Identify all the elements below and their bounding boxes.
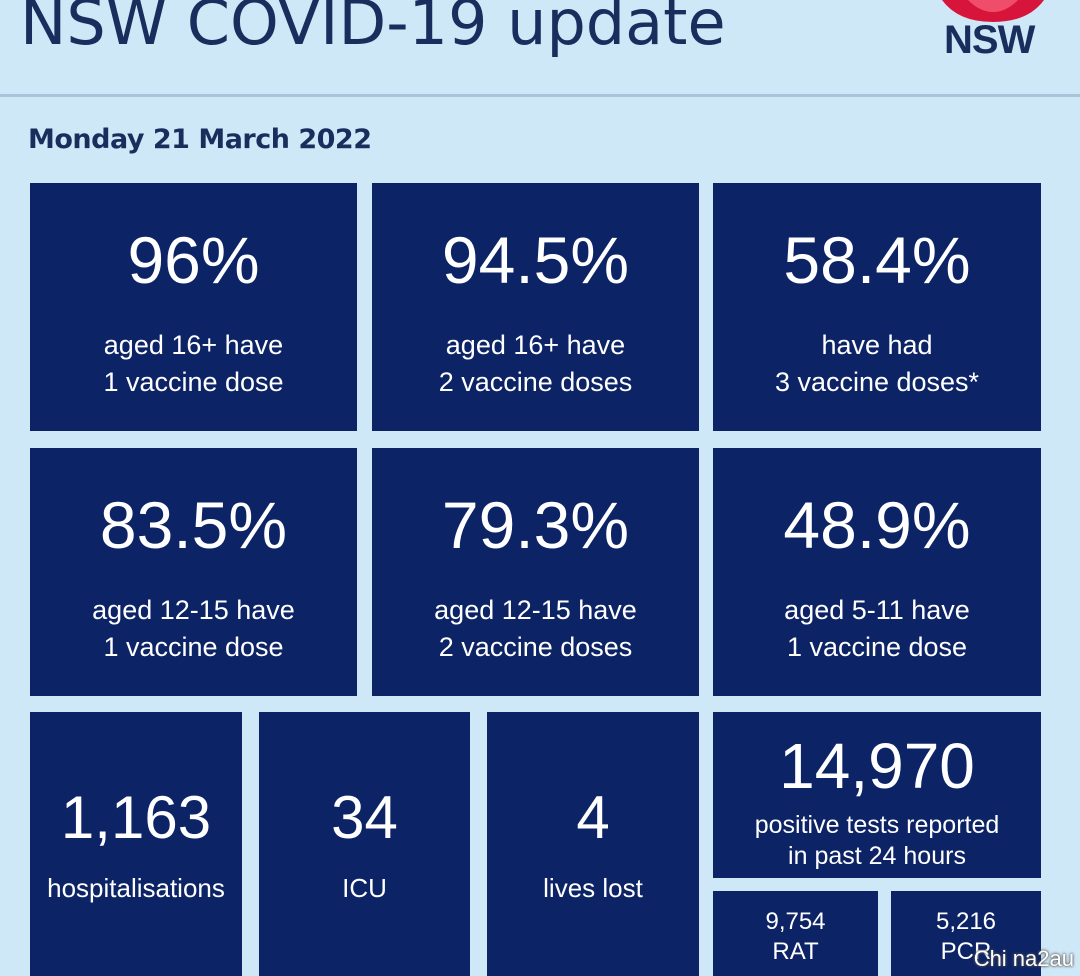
rat-stat: 9,754 RAT bbox=[713, 907, 878, 967]
lives-lost-tile: 4 lives lost bbox=[487, 712, 699, 976]
label-line: 1 vaccine dose bbox=[103, 632, 284, 662]
label-line: 1 vaccine dose bbox=[786, 632, 968, 662]
label-line: aged 16+ have bbox=[445, 330, 626, 360]
label-line: aged 12-15 have bbox=[434, 595, 637, 625]
stat-label: lives lost bbox=[543, 873, 643, 903]
report-date: Monday 21 March 2022 bbox=[28, 124, 372, 155]
stat-value: 34 bbox=[331, 784, 398, 851]
pcr-label: PCR bbox=[940, 938, 992, 965]
stat-value: 4 bbox=[576, 784, 610, 851]
icu-tile: 34 ICU bbox=[259, 712, 470, 976]
label-line: aged 5-11 have bbox=[784, 595, 970, 625]
label-line: 3 vaccine doses* bbox=[774, 367, 980, 397]
vaccination-label: aged 16+ have 2 vaccine doses bbox=[372, 327, 699, 401]
vaccination-percentage: 96% bbox=[127, 223, 260, 297]
rat-tile: 9,754 RAT bbox=[713, 891, 878, 976]
vaccination-label: aged 12-15 have 1 vaccine dose bbox=[30, 592, 357, 666]
header-divider bbox=[0, 94, 1080, 97]
vaccination-label: aged 5-11 have 1 vaccine dose bbox=[713, 592, 1041, 666]
vaccination-percentage: 94.5% bbox=[441, 223, 630, 297]
label-line: aged 12-15 have bbox=[92, 595, 295, 625]
page-title: NSW COVID-19 update bbox=[20, 0, 726, 59]
positive-tests-tile: 14,970 positive tests reported in past 2… bbox=[713, 712, 1041, 878]
vaccination-percentage: 58.4% bbox=[783, 223, 971, 297]
logo-text: NSW bbox=[944, 18, 1035, 62]
watermark: Chi na2au bbox=[973, 946, 1074, 971]
vaccination-tile: 79.3% aged 12-15 have 2 vaccine doses bbox=[372, 448, 699, 696]
nsw-logo: NSW bbox=[938, 0, 1048, 70]
label-line: positive tests reported bbox=[754, 811, 1000, 839]
label-line: 1 vaccine dose bbox=[103, 367, 284, 397]
stat-label: hospitalisations bbox=[47, 873, 225, 903]
stat-label: ICU bbox=[342, 873, 387, 903]
stat-value: 1,163 bbox=[60, 784, 212, 851]
label-line: in past 24 hours bbox=[788, 842, 966, 870]
vaccination-tile: 83.5% aged 12-15 have 1 vaccine dose bbox=[30, 448, 357, 696]
vaccination-tile: 48.9% aged 5-11 have 1 vaccine dose bbox=[713, 448, 1041, 696]
vaccination-tile: 58.4% have had 3 vaccine doses* bbox=[713, 183, 1041, 431]
pcr-tile: 5,216 PCR bbox=[891, 891, 1041, 976]
label-line: aged 16+ have bbox=[103, 330, 284, 360]
waratah-icon bbox=[942, 0, 1044, 22]
vaccination-label: aged 16+ have 1 vaccine dose bbox=[30, 327, 357, 401]
vaccination-percentage: 83.5% bbox=[99, 488, 288, 562]
pcr-value: 5,216 bbox=[935, 908, 997, 935]
hospitalisations-tile: 1,163 hospitalisations bbox=[30, 712, 242, 976]
vaccination-label: aged 12-15 have 2 vaccine doses bbox=[372, 592, 699, 666]
vaccination-label: have had 3 vaccine doses* bbox=[713, 327, 1041, 401]
label-line: 2 vaccine doses bbox=[438, 367, 633, 397]
vaccination-percentage: 48.9% bbox=[783, 488, 971, 562]
vaccination-tile: 96% aged 16+ have 1 vaccine dose bbox=[30, 183, 357, 431]
label-line: have had bbox=[821, 330, 933, 360]
positive-tests-value: 14,970 bbox=[779, 730, 975, 802]
pcr-stat: 5,216 PCR bbox=[891, 907, 1041, 967]
vaccination-percentage: 79.3% bbox=[441, 488, 630, 562]
rat-label: RAT bbox=[772, 938, 819, 965]
label-line: 2 vaccine doses bbox=[438, 632, 633, 662]
vaccination-tile: 94.5% aged 16+ have 2 vaccine doses bbox=[372, 183, 699, 431]
positive-tests-label: positive tests reported in past 24 hours bbox=[713, 810, 1041, 872]
rat-value: 9,754 bbox=[765, 908, 826, 935]
